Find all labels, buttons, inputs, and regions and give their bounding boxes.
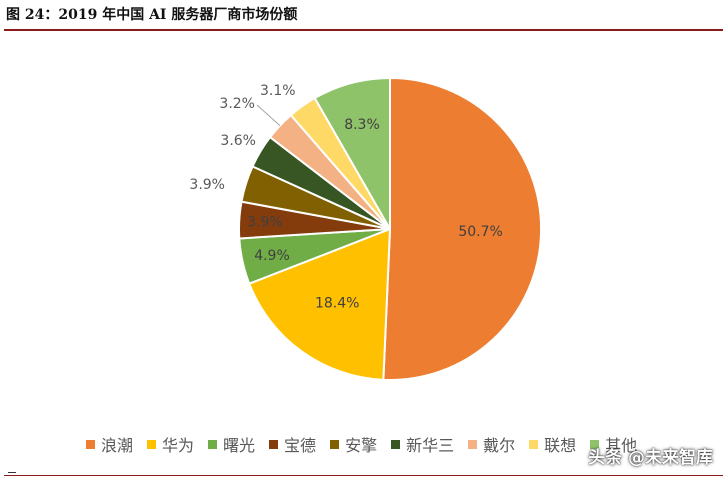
title-divider [4, 29, 723, 31]
legend-item: 新华三 [391, 432, 454, 456]
legend-label: 浪潮 [101, 436, 134, 455]
legend-swatch [391, 439, 401, 449]
legend-swatch [147, 439, 157, 449]
footer-tick [8, 472, 16, 473]
legend-label: 联想 [544, 436, 577, 455]
legend-swatch [330, 439, 340, 449]
legend-label: 其他 [605, 436, 638, 455]
slice-data-label: 3.6% [220, 133, 256, 149]
slice-data-label: 4.9% [254, 248, 290, 264]
slice-data-label: 3.1% [260, 83, 296, 99]
legend-swatch [86, 439, 95, 449]
chart-legend: 浪潮 华为 曙光 宝德 安擎 新华三 戴尔 联想 其他 [86, 432, 637, 456]
legend-swatch [529, 439, 539, 449]
pie-slice-1 [382, 76, 543, 381]
legend-swatch [269, 439, 279, 449]
leader-line [256, 104, 281, 126]
footer-divider [4, 475, 723, 476]
legend-swatch [208, 439, 218, 449]
legend-label: 安擎 [345, 436, 378, 455]
legend-label: 华为 [162, 436, 195, 455]
slice-data-label: 50.7% [458, 224, 502, 240]
legend-item: 其他 [590, 432, 637, 456]
legend-label: 新华三 [406, 436, 455, 455]
legend-item: 华为 [147, 432, 194, 456]
watermark: 头条 @未来智库 [588, 440, 713, 470]
legend-item: 浪潮 [86, 432, 133, 456]
pie-slice-2 [247, 227, 392, 381]
slice-data-label: 3.9% [189, 177, 225, 193]
legend-item: 联想 [529, 432, 576, 456]
slice-data-label: 8.3% [344, 117, 380, 133]
legend-label: 曙光 [223, 436, 256, 455]
legend-item: 安擎 [330, 432, 377, 456]
slice-data-label: 3.9% [247, 215, 283, 231]
watermark-text: 头条 @未来智库 [588, 447, 713, 468]
pie-chart: 50.7% 18.4% 4.9% 3.9% 3.9% 3.6% 3.2% 3.1% 8.3% [189, 76, 543, 381]
figure-title: 图 24：2019 年中国 AI 服务器厂商市场份额 [6, 7, 298, 23]
legend-swatch [590, 439, 600, 449]
slice-data-label: 3.2% [219, 96, 255, 112]
legend-swatch [468, 439, 478, 449]
legend-label: 戴尔 [483, 436, 516, 455]
legend-item: 曙光 [208, 432, 255, 456]
slice-data-label: 18.4% [315, 296, 359, 312]
legend-item: 戴尔 [468, 432, 515, 456]
legend-item: 宝德 [269, 432, 316, 456]
legend-label: 宝德 [284, 436, 317, 455]
pie-slice-9 [313, 76, 391, 233]
